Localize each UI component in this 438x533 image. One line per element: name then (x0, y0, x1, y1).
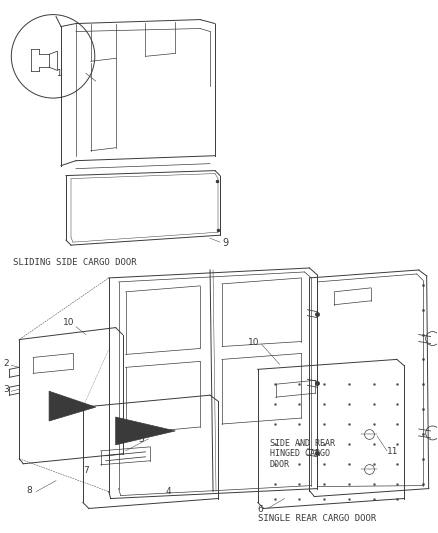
Text: 1: 1 (56, 69, 61, 78)
Text: SINGLE REAR CARGO DOOR: SINGLE REAR CARGO DOOR (258, 514, 376, 523)
Text: 3: 3 (4, 385, 9, 394)
Text: 7: 7 (83, 466, 88, 475)
Text: SIDE AND REAR
HINGED CARGO
DOOR: SIDE AND REAR HINGED CARGO DOOR (270, 439, 335, 469)
Text: 10: 10 (248, 337, 259, 346)
Circle shape (426, 332, 438, 345)
Text: 2: 2 (4, 359, 9, 368)
Text: 11: 11 (387, 447, 399, 456)
Text: 9: 9 (222, 238, 228, 248)
Text: 6: 6 (258, 505, 264, 514)
Polygon shape (49, 391, 96, 421)
Text: 10: 10 (63, 318, 74, 327)
Text: SLIDING SIDE CARGO DOOR: SLIDING SIDE CARGO DOOR (13, 258, 137, 267)
Text: 5: 5 (138, 435, 144, 444)
Text: 4: 4 (165, 487, 171, 496)
Text: 8: 8 (26, 486, 32, 495)
Circle shape (426, 426, 438, 440)
Polygon shape (116, 417, 175, 445)
